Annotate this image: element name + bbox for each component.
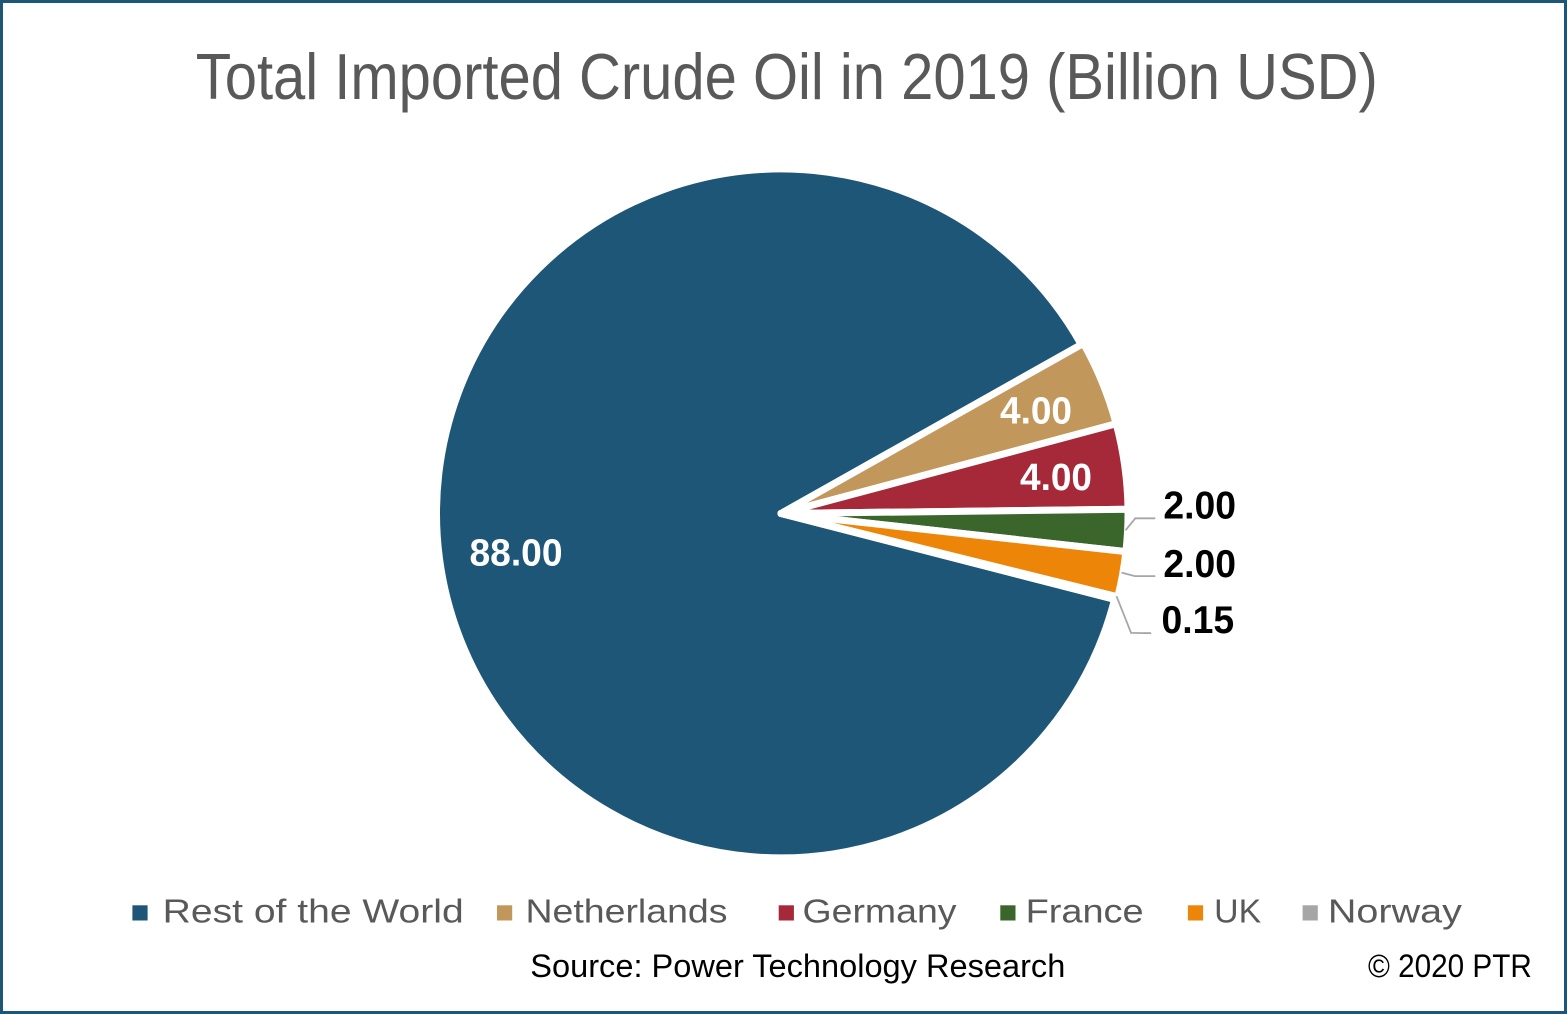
svg-text:Norway: Norway — [1328, 892, 1463, 929]
svg-text:Total Imported Crude Oil in 20: Total Imported Crude Oil in 2019 (Billio… — [196, 40, 1378, 113]
svg-text:2.00: 2.00 — [1163, 543, 1236, 586]
svg-text:France: France — [1026, 892, 1144, 929]
svg-text:0.15: 0.15 — [1162, 599, 1235, 642]
svg-text:© 2020 PTR: © 2020 PTR — [1368, 948, 1532, 984]
svg-text:4.00: 4.00 — [1020, 457, 1092, 499]
svg-text:UK: UK — [1214, 892, 1261, 929]
svg-text:Source: Power Technology Resea: Source: Power Technology Research — [530, 948, 1065, 984]
svg-text:Germany: Germany — [803, 892, 958, 929]
svg-text:Rest of the World: Rest of the World — [163, 892, 464, 929]
svg-text:Netherlands: Netherlands — [526, 892, 728, 929]
svg-text:88.00: 88.00 — [470, 533, 563, 575]
svg-text:2.00: 2.00 — [1163, 485, 1236, 528]
svg-text:4.00: 4.00 — [1000, 391, 1072, 433]
